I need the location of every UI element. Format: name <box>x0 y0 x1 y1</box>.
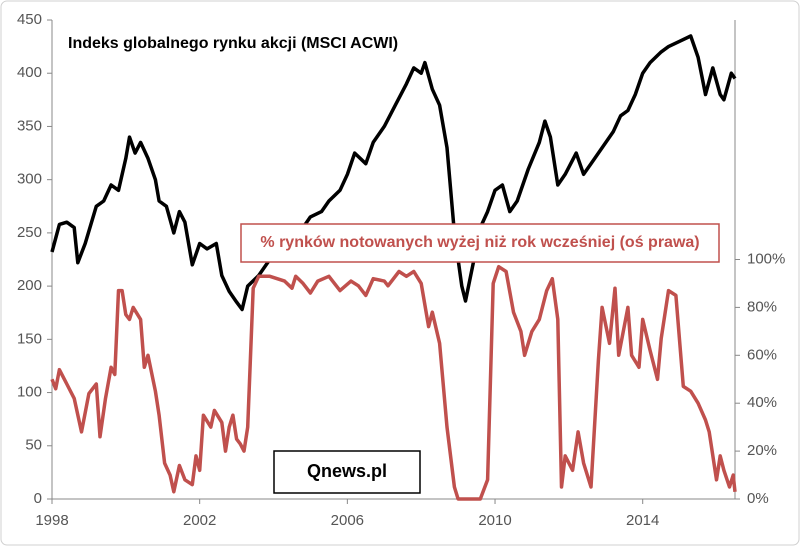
watermark: Qnews.pl <box>307 461 387 481</box>
x-tick-label: 2010 <box>478 512 511 529</box>
x-tick-label: 2014 <box>626 512 659 529</box>
y-tick-label: 250 <box>17 224 42 241</box>
y-tick-label: 300 <box>17 171 42 188</box>
y-tick-label: 50 <box>25 437 42 454</box>
y-tick-label: 150 <box>17 330 42 347</box>
y-tick-label: 450 <box>17 11 42 28</box>
y-tick-label: 100 <box>17 384 42 401</box>
line-series <box>50 34 737 312</box>
y-tick-label: 200 <box>17 277 42 294</box>
y2-tick-label: 20% <box>747 442 777 459</box>
y2-tick-label: 40% <box>747 394 777 411</box>
y-tick-label: 350 <box>17 117 42 134</box>
annotation-box <box>240 223 720 263</box>
y-tick-label: 0 <box>34 490 42 507</box>
watermark-box <box>273 450 421 494</box>
y2-tick-label: 80% <box>747 298 777 315</box>
y2-tick-label: 0% <box>747 490 769 507</box>
x-tick-label: 2006 <box>331 512 364 529</box>
line-series <box>50 264 737 501</box>
y-tick-label: 400 <box>17 64 42 81</box>
annotation: % rynków notowanych wyżej niż rok wcześn… <box>260 234 699 251</box>
x-tick-label: 2002 <box>183 512 216 529</box>
y2-tick-label: 60% <box>747 346 777 363</box>
y2-tick-label: 100% <box>747 250 785 267</box>
chart-title: Indeks globalnego rynku akcji (MSCI ACWI… <box>68 35 398 52</box>
x-tick-label: 1998 <box>35 512 68 529</box>
